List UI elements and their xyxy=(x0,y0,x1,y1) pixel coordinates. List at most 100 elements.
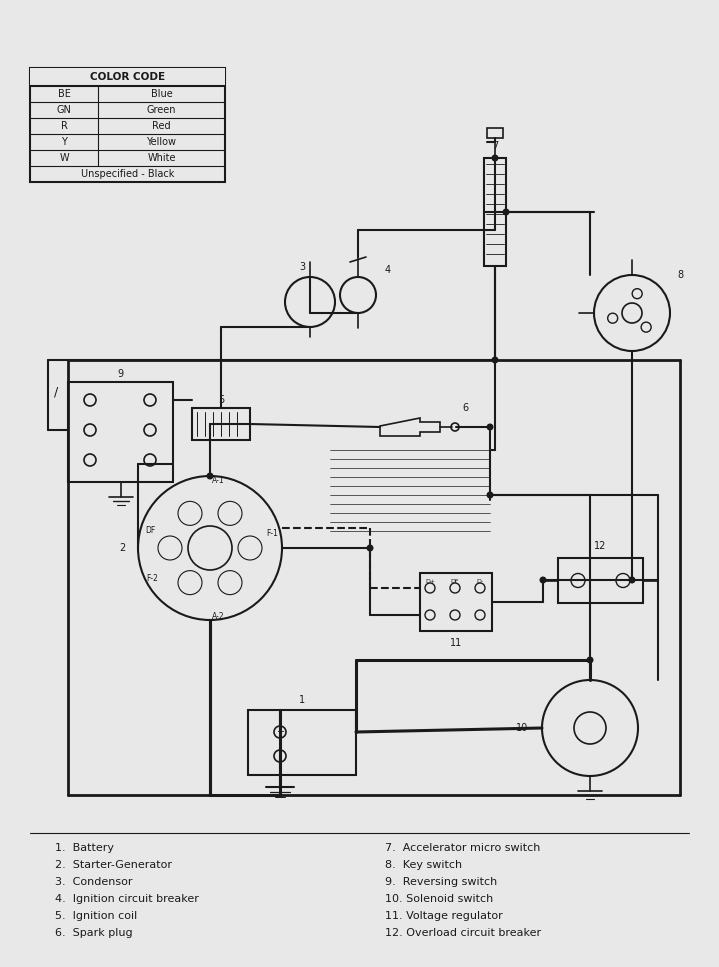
Text: 5.  Ignition coil: 5. Ignition coil xyxy=(55,911,137,921)
Text: D+: D+ xyxy=(425,578,435,583)
Circle shape xyxy=(475,583,485,593)
Text: COLOR CODE: COLOR CODE xyxy=(90,72,165,82)
Circle shape xyxy=(475,610,485,620)
Text: 9.  Reversing switch: 9. Reversing switch xyxy=(385,877,498,887)
Circle shape xyxy=(144,394,156,406)
Text: 3: 3 xyxy=(299,262,305,272)
Text: W: W xyxy=(59,153,69,163)
Circle shape xyxy=(608,313,618,323)
Text: D-: D- xyxy=(477,578,484,583)
Circle shape xyxy=(238,536,262,560)
Circle shape xyxy=(450,610,460,620)
Circle shape xyxy=(178,501,202,525)
Circle shape xyxy=(622,303,642,323)
Circle shape xyxy=(144,424,156,436)
Circle shape xyxy=(425,610,435,620)
Circle shape xyxy=(487,491,493,499)
Circle shape xyxy=(178,571,202,595)
Circle shape xyxy=(503,209,510,216)
Circle shape xyxy=(274,726,286,738)
Text: 1.  Battery: 1. Battery xyxy=(55,843,114,853)
Text: 8: 8 xyxy=(677,270,683,280)
Circle shape xyxy=(425,583,435,593)
Text: -: - xyxy=(278,751,282,761)
Circle shape xyxy=(285,277,335,327)
Bar xyxy=(420,573,492,631)
Circle shape xyxy=(84,454,96,466)
Circle shape xyxy=(144,454,156,466)
Polygon shape xyxy=(380,418,440,436)
Circle shape xyxy=(628,576,636,583)
Circle shape xyxy=(84,424,96,436)
Text: DF: DF xyxy=(145,525,155,535)
Circle shape xyxy=(206,473,214,480)
Circle shape xyxy=(594,275,670,351)
Text: 8.  Key switch: 8. Key switch xyxy=(385,860,462,870)
Circle shape xyxy=(158,536,182,560)
Text: 6.  Spark plug: 6. Spark plug xyxy=(55,928,132,938)
Circle shape xyxy=(218,501,242,525)
Text: Green: Green xyxy=(147,105,176,115)
Circle shape xyxy=(587,657,593,663)
Circle shape xyxy=(218,571,242,595)
Text: 6: 6 xyxy=(462,403,468,413)
Circle shape xyxy=(84,394,96,406)
Text: 10: 10 xyxy=(516,723,528,733)
Circle shape xyxy=(571,573,585,588)
Text: R: R xyxy=(60,121,68,131)
Bar xyxy=(192,408,250,440)
Text: 7: 7 xyxy=(492,141,498,151)
Bar xyxy=(30,68,225,86)
Text: F-1: F-1 xyxy=(266,529,278,538)
Circle shape xyxy=(492,155,498,161)
Text: 1: 1 xyxy=(299,695,305,705)
Text: 10. Solenoid switch: 10. Solenoid switch xyxy=(385,894,493,904)
Bar xyxy=(248,710,356,775)
Text: Red: Red xyxy=(152,121,171,131)
Text: +: + xyxy=(276,727,284,737)
Bar xyxy=(484,158,506,266)
Text: Unspecified - Black: Unspecified - Black xyxy=(81,169,174,179)
Circle shape xyxy=(616,573,630,588)
Text: BE: BE xyxy=(58,89,70,99)
Bar xyxy=(68,382,173,482)
Text: 9: 9 xyxy=(117,369,124,379)
Circle shape xyxy=(487,424,493,430)
Circle shape xyxy=(274,750,286,762)
Circle shape xyxy=(542,680,638,776)
Text: 11. Voltage regulator: 11. Voltage regulator xyxy=(385,911,503,921)
Text: A-2: A-2 xyxy=(211,611,224,621)
Text: A-1: A-1 xyxy=(211,476,224,484)
Circle shape xyxy=(340,277,376,313)
Circle shape xyxy=(188,526,232,570)
Bar xyxy=(487,128,503,138)
Bar xyxy=(558,558,643,603)
Text: 4.  Ignition circuit breaker: 4. Ignition circuit breaker xyxy=(55,894,199,904)
Text: 12. Overload circuit breaker: 12. Overload circuit breaker xyxy=(385,928,541,938)
Circle shape xyxy=(641,322,651,332)
Text: 12: 12 xyxy=(595,541,607,551)
Text: Yellow: Yellow xyxy=(147,137,176,147)
Text: 7.  Accelerator micro switch: 7. Accelerator micro switch xyxy=(385,843,541,853)
Text: 11: 11 xyxy=(450,638,462,648)
Bar xyxy=(30,68,225,182)
Text: GN: GN xyxy=(57,105,71,115)
Circle shape xyxy=(539,576,546,583)
Text: 3.  Condensor: 3. Condensor xyxy=(55,877,132,887)
Text: /: / xyxy=(54,386,58,398)
Text: DF: DF xyxy=(451,578,459,583)
Circle shape xyxy=(367,544,373,551)
Circle shape xyxy=(451,423,459,431)
Text: F-2: F-2 xyxy=(146,573,158,582)
Circle shape xyxy=(492,357,498,364)
Text: Y: Y xyxy=(61,137,67,147)
Text: 2: 2 xyxy=(119,543,125,553)
Text: White: White xyxy=(147,153,175,163)
Circle shape xyxy=(632,289,642,299)
Circle shape xyxy=(574,712,606,744)
Text: Blue: Blue xyxy=(150,89,173,99)
Text: 2.  Starter-Generator: 2. Starter-Generator xyxy=(55,860,172,870)
Text: 5: 5 xyxy=(218,395,224,405)
Circle shape xyxy=(450,583,460,593)
Circle shape xyxy=(138,476,282,620)
